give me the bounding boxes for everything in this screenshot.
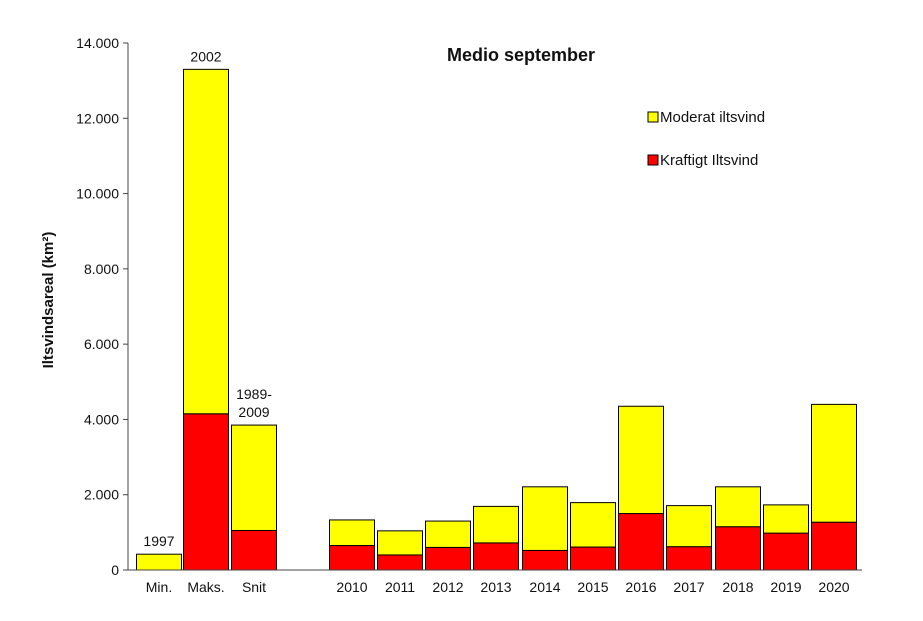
bar-notes-layer: 1997 2002 1989-2009 <box>143 48 272 549</box>
bar-segment-moderat-Maks <box>183 68 229 415</box>
bar-segment-kraftigt-2018 <box>715 526 761 571</box>
bar-segment-moderat-2020 <box>811 403 857 523</box>
bar-segment-moderat-2016 <box>618 405 664 515</box>
y-tick-label: 8.000 <box>84 261 119 277</box>
bar-segment-kraftigt-Maks <box>183 413 229 571</box>
x-tick-label: 2020 <box>818 579 849 595</box>
y-axis-title: Iltsvindsareal (km²) <box>40 232 57 369</box>
y-tick-label: 2.000 <box>84 487 119 503</box>
bar-segment-kraftigt-2010 <box>329 545 375 571</box>
bar-segment-moderat-2011 <box>377 530 423 556</box>
bar-segment-kraftigt-2017 <box>666 546 712 571</box>
bar-segment-moderat-Min <box>136 553 182 571</box>
bar-segment-moderat-2010 <box>329 519 375 547</box>
bar-segment-moderat-2017 <box>666 505 712 548</box>
legend-swatch-moderat <box>647 111 659 123</box>
x-tick-label: 2010 <box>336 579 367 595</box>
y-tick-label: 4.000 <box>84 411 119 427</box>
bar-segment-kraftigt-2020 <box>811 521 857 571</box>
bar-segment-kraftigt-Snit <box>231 529 277 571</box>
x-tick-label: 2018 <box>722 579 753 595</box>
bar-segment-moderat-2015 <box>570 502 616 548</box>
bars-layer <box>136 68 857 571</box>
y-tick-label: 10.000 <box>76 186 119 202</box>
bar-segment-moderat-2018 <box>715 486 761 528</box>
bar-segment-kraftigt-2014 <box>522 549 568 571</box>
bar-segment-moderat-Snit <box>231 424 277 531</box>
chart-title: Medio september <box>447 45 595 65</box>
bar-note-label: 2002 <box>190 48 221 64</box>
y-tick-label: 0 <box>111 562 119 578</box>
x-tick-label: 2016 <box>625 579 656 595</box>
bar-segment-kraftigt-2011 <box>377 554 423 571</box>
bar-note-label: 1997 <box>143 533 174 549</box>
bar-segment-moderat-2019 <box>763 504 809 534</box>
bar-segment-kraftigt-2016 <box>618 513 664 571</box>
bar-segment-moderat-2012 <box>425 520 471 548</box>
legend: Moderat iltsvind Kraftigt Iltsvind <box>647 109 765 169</box>
axes-layer <box>127 43 862 571</box>
y-ticks-layer: 0 2.000 4.000 6.000 8.000 10.000 12.000 14.000 <box>76 35 128 578</box>
x-tick-label: 2013 <box>480 579 511 595</box>
legend-label-kraftigt: Kraftigt Iltsvind <box>660 152 758 169</box>
bar-segment-kraftigt-2019 <box>763 532 809 571</box>
x-tick-label: 2012 <box>432 579 463 595</box>
x-tick-label: 2014 <box>529 579 560 595</box>
bar-segment-kraftigt-2013 <box>473 542 519 571</box>
y-tick-label: 6.000 <box>84 336 119 352</box>
x-tick-label: 2019 <box>770 579 801 595</box>
legend-swatch-kraftigt <box>647 154 659 166</box>
x-labels-layer: Min. Maks. Snit 2010 2011 2012 2013 2014 2015 201… <box>146 579 850 595</box>
x-tick-label: 2017 <box>673 579 704 595</box>
x-tick-label: Snit <box>242 579 266 595</box>
x-tick-label: Maks. <box>187 579 224 595</box>
bar-segment-kraftigt-2012 <box>425 546 471 571</box>
bar-note-label: 1989-2009 <box>236 386 272 420</box>
y-tick-label: 14.000 <box>76 35 119 51</box>
bar-segment-kraftigt-2015 <box>570 546 616 571</box>
legend-label-moderat: Moderat iltsvind <box>660 109 765 126</box>
x-tick-label: 2015 <box>577 579 608 595</box>
x-tick-label: 2011 <box>385 579 415 595</box>
x-tick-label: Min. <box>146 579 172 595</box>
bar-segment-moderat-2013 <box>473 505 519 544</box>
y-tick-label: 12.000 <box>76 110 119 126</box>
bar-segment-moderat-2014 <box>522 486 568 551</box>
